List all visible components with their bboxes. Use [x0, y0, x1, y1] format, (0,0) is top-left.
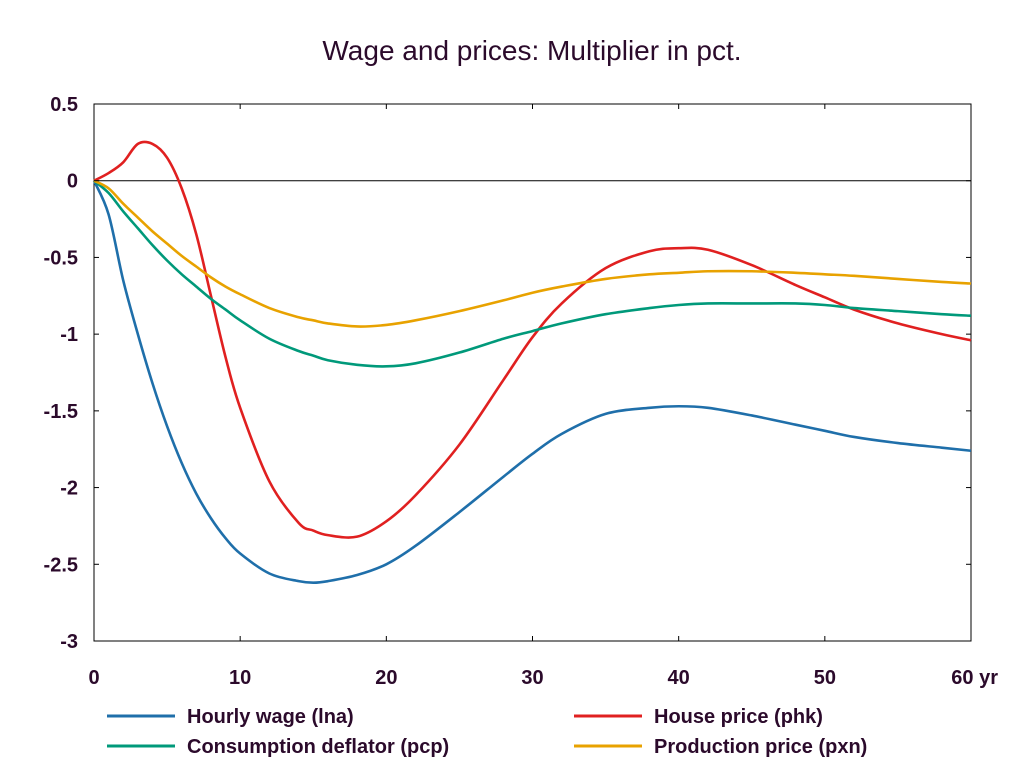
legend-label: Hourly wage (lna): [187, 706, 354, 728]
plot-area-border: [93, 103, 972, 642]
x-tick-label: 30: [521, 667, 543, 689]
legend-item: Production price (pxn): [574, 736, 867, 758]
x-tick-label: 60 yr: [951, 667, 998, 689]
y-axis-ticks: 0.5 0 -0.5 -1 -1.5 -2 -2.5 -3: [44, 94, 971, 653]
series-line-hourly-wage-lna: [92, 180, 972, 584]
plot-frame: [93, 103, 972, 642]
y-tick-label: -1.5: [44, 401, 78, 423]
series-layer: [92, 140, 972, 584]
series-line-production-price-pxn: [93, 179, 972, 328]
legend-label: House price (phk): [654, 706, 823, 728]
x-tick-label: 50: [814, 667, 836, 689]
x-tick-label: 40: [668, 667, 690, 689]
legend: Hourly wage (lna) Consumption deflator (p…: [107, 706, 867, 758]
x-tick-label: 0: [88, 667, 99, 689]
x-tick-label: 20: [375, 667, 397, 689]
series-line-house-price-phk: [93, 140, 972, 539]
chart-title: Wage and prices: Multiplier in pct.: [322, 35, 741, 66]
y-tick-label: -2.5: [44, 554, 78, 576]
legend-item: House price (phk): [574, 706, 823, 728]
y-tick-label: -0.5: [44, 247, 78, 269]
y-tick-label: -3: [60, 631, 78, 653]
series-line-consumption-deflator-pcp: [93, 179, 972, 368]
legend-label: Consumption deflator (pcp): [187, 736, 449, 758]
y-tick-label: 0.5: [50, 94, 78, 116]
legend-label: Production price (pxn): [654, 736, 867, 758]
y-tick-label: -2: [60, 478, 78, 500]
x-axis-ticks: 0 10 20 30 40 50 60 yr: [88, 104, 998, 689]
x-tick-label: 10: [229, 667, 251, 689]
legend-item: Hourly wage (lna): [107, 706, 354, 728]
y-tick-label: -1: [60, 324, 78, 346]
y-tick-label: 0: [67, 171, 78, 193]
legend-item: Consumption deflator (pcp): [107, 736, 449, 758]
